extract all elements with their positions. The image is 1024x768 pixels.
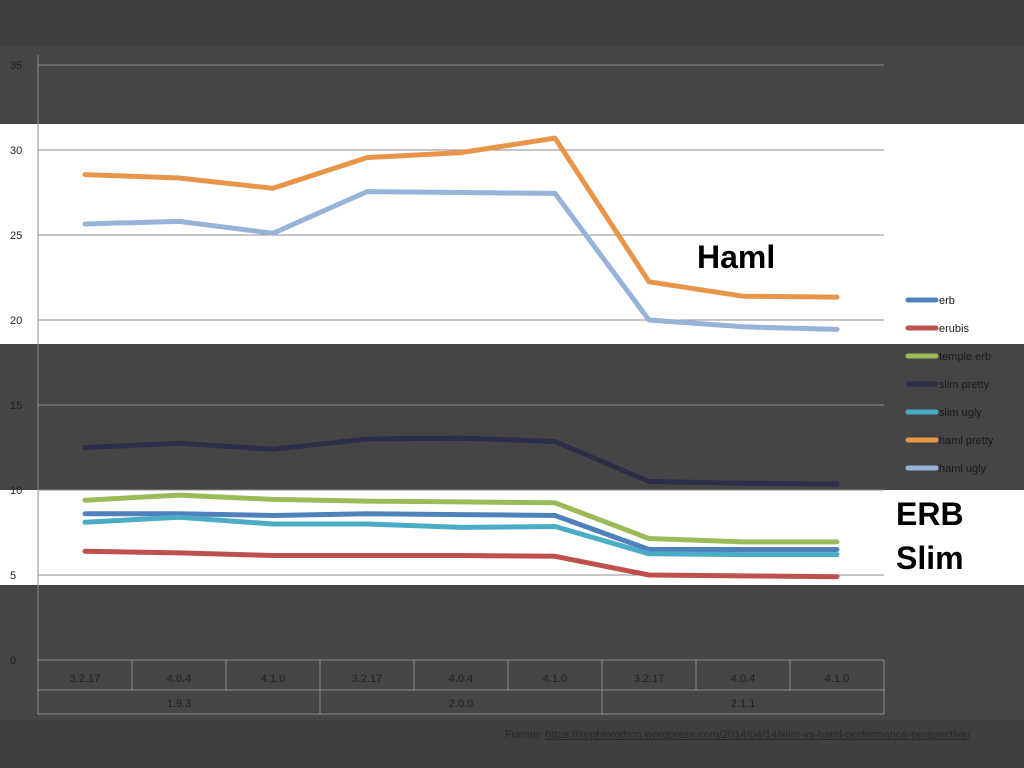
x-tick-label: 4.1.0 [825, 673, 849, 685]
series-line-haml-pretty [82, 135, 840, 300]
series-line-temple-erb [82, 492, 840, 545]
x-tick-label: 3.2.17 [634, 673, 665, 685]
haml-callout: Haml [697, 239, 776, 275]
erb-callout: ERB [896, 496, 964, 532]
x-tick-label: 4.1.0 [261, 673, 285, 685]
y-tick-label: 5 [10, 570, 16, 582]
source-link[interactable]: https://sephinrothcn.wordpress.com/2014/… [545, 729, 971, 741]
source-prefix: Fuente: [505, 729, 546, 741]
erb-slim-highlight-band [0, 490, 1024, 585]
x-tick-label: 4.1.0 [543, 673, 567, 685]
legend-label: slim ugly [939, 407, 982, 419]
group-label: 2.0.0 [449, 698, 473, 710]
y-tick-label: 0 [10, 655, 16, 667]
series-line-erb [82, 511, 840, 552]
haml-highlight-band [0, 124, 1024, 344]
y-tick-label: 20 [10, 315, 22, 327]
legend-label: erb [939, 295, 955, 307]
legend-label: haml ugly [939, 463, 987, 475]
y-tick-label: 25 [10, 230, 22, 242]
group-label: 2.1.1 [731, 698, 755, 710]
series-line-haml-ugly [82, 189, 840, 332]
series-line-slim-pretty [82, 435, 840, 487]
series-lines [82, 135, 840, 580]
legend-label: haml pretty [939, 435, 994, 447]
group-label: 1.9.3 [167, 698, 191, 710]
y-tick-label: 10 [10, 485, 22, 497]
y-tick-label: 35 [10, 60, 22, 72]
x-tick-label: 4.0.4 [167, 673, 191, 685]
x-tick-label: 4.0.4 [449, 673, 473, 685]
x-tick-label: 3.2.17 [70, 673, 101, 685]
x-tick-label: 4.0.4 [731, 673, 755, 685]
y-tick-label: 15 [10, 400, 22, 412]
y-tick-label: 30 [10, 145, 22, 157]
slim-callout: Slim [896, 540, 964, 576]
x-tick-label: 3.2.17 [352, 673, 383, 685]
legend-label: erubis [939, 323, 969, 335]
legend: erb erubis temple erb slim pretty slim ugly h… [905, 295, 994, 475]
source-note: Fuente: https://sephinrothcn.wordpress.c… [505, 729, 970, 741]
legend-label: slim pretty [939, 379, 990, 391]
legend-label: temple erb [939, 351, 991, 363]
axes: 0 5 10 15 20 25 30 35 3.2.17 4.0.4 4.1.0 3.2.17 4.0.… [10, 55, 885, 715]
series-line-slim-ugly [82, 514, 840, 558]
series-line-erubis [82, 548, 840, 580]
